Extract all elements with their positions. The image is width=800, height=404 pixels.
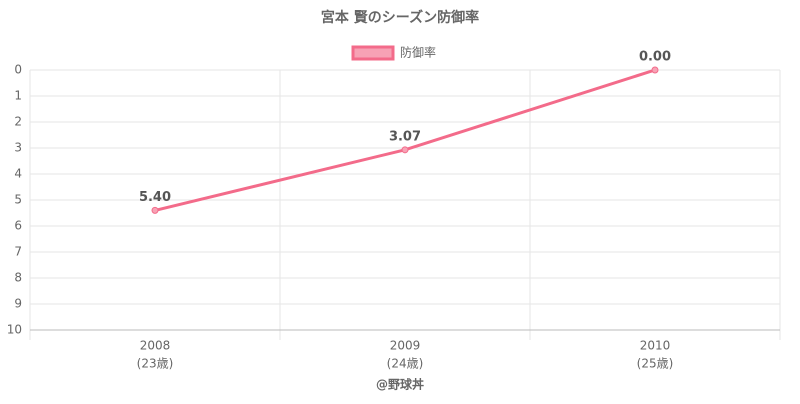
y-tick-label: 6 xyxy=(14,219,22,233)
data-label: 0.00 xyxy=(639,50,671,65)
y-tick-label: 7 xyxy=(14,245,22,259)
data-label: 3.07 xyxy=(389,129,421,144)
y-tick-label: 4 xyxy=(14,167,22,181)
y-tick-label: 0 xyxy=(14,63,22,77)
x-tick-label: (25歳) xyxy=(637,357,674,371)
x-tick-label: 2009 xyxy=(390,339,421,353)
y-tick-label: 8 xyxy=(14,271,22,285)
x-tick-label: 2008 xyxy=(140,339,171,353)
data-label: 5.40 xyxy=(139,190,171,205)
x-tick-label: (24歳) xyxy=(387,357,424,371)
y-tick-label: 9 xyxy=(14,297,22,311)
y-tick-label: 5 xyxy=(14,193,22,207)
x-tick-label: (23歳) xyxy=(137,357,174,371)
point xyxy=(651,66,659,74)
legend-label: 防御率 xyxy=(400,45,436,60)
point xyxy=(401,146,409,154)
credit: @野球丼 xyxy=(376,377,424,392)
y-tick-label: 2 xyxy=(14,115,22,129)
y-tick-label: 10 xyxy=(7,323,22,337)
x-tick-label: 2010 xyxy=(640,339,671,353)
y-tick-label: 1 xyxy=(14,89,22,103)
chart-title: 宮本 賢のシーズン防御率 xyxy=(321,9,479,26)
point xyxy=(151,206,159,214)
legend-swatch xyxy=(351,45,395,61)
y-tick-label: 3 xyxy=(14,141,22,155)
